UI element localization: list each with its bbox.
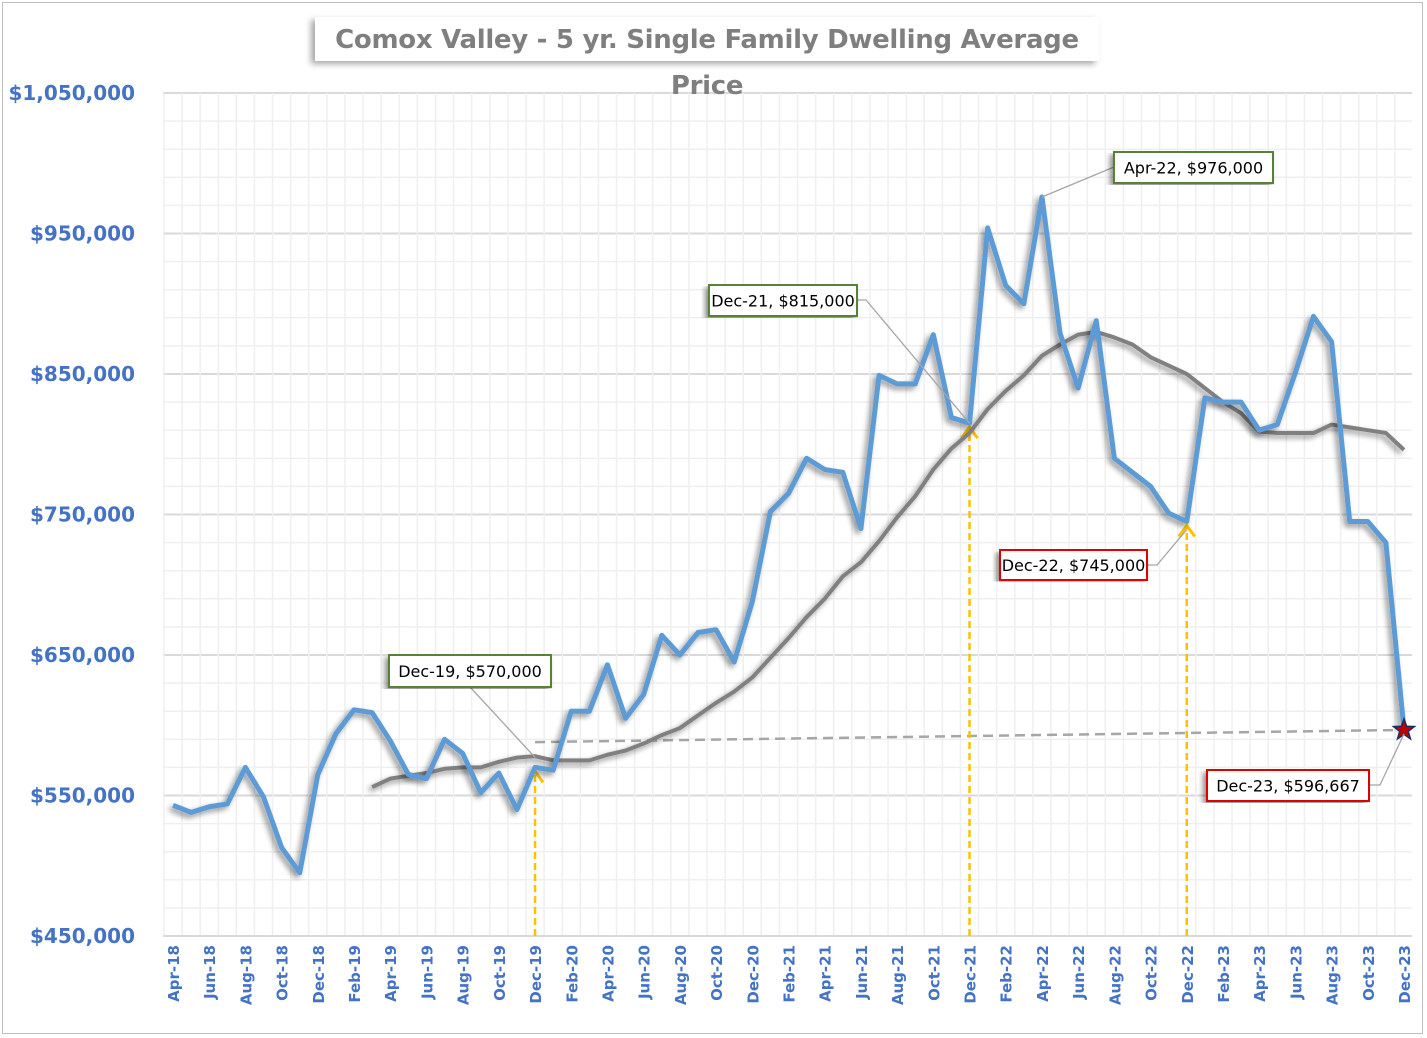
x-tick-label: Dec-20 [744, 945, 762, 1004]
x-tick-label: Apr-19 [382, 945, 400, 1002]
callout-leader-line [1147, 529, 1188, 566]
annotations: Dec-19, $570,000 Dec-21, $815,000 Apr-22, … [388, 151, 1405, 802]
annotation-callout: Apr-22, $976,000 [1041, 151, 1274, 198]
callout-label: Dec-21, $815,000 [711, 292, 855, 311]
y-tick-label: $750,000 [30, 503, 135, 527]
x-tick-label: Apr-23 [1251, 945, 1269, 1002]
x-tick-label: Feb-23 [1215, 945, 1233, 1003]
annotation-callout: Dec-22, $745,000 [999, 529, 1188, 581]
annotation-callout: Dec-21, $815,000 [708, 284, 971, 424]
x-tick-label: Dec-19 [527, 945, 545, 1004]
arrow-head-icon [1177, 522, 1196, 538]
x-tick-label: Apr-22 [1034, 945, 1052, 1002]
callout-leader-line [469, 686, 536, 758]
x-tick-label: Jun-18 [201, 945, 219, 1000]
x-tick-label: Feb-19 [346, 945, 364, 1003]
x-tick-label: Feb-20 [563, 945, 581, 1003]
callout-box [708, 284, 858, 317]
x-tick-label: Dec-22 [1179, 945, 1197, 1004]
x-tick-label: Aug-21 [889, 945, 907, 1005]
x-tick-label: Aug-20 [672, 945, 690, 1005]
x-tick-label: Oct-20 [708, 945, 726, 1001]
y-tick-label: $550,000 [30, 784, 135, 808]
callout-leader-line [857, 299, 971, 424]
callout-box [388, 654, 552, 688]
x-tick-label: Oct-21 [925, 945, 943, 1001]
x-tick-label: Oct-23 [1360, 945, 1378, 1001]
y-axis: $450,000 $550,000 $650,000 $750,000 $850,000… [8, 81, 135, 948]
x-tick-label: Oct-19 [491, 945, 509, 1001]
gridlines [163, 92, 1412, 937]
x-axis: Apr-18 Jun-18 Aug-18 Oct-18 Dec-18 Feb-19 Apr-… [163, 935, 1414, 1005]
x-tick-label: Jun-20 [636, 945, 654, 1000]
annotation-callout: Dec-23, $596,667 [1206, 733, 1405, 802]
chart-title: Comox Valley - 5 yr. Single Family Dwell… [315, 17, 1099, 101]
x-tick-label: Feb-22 [998, 945, 1016, 1003]
callout-label: Dec-23, $596,667 [1216, 777, 1360, 796]
y-tick-label: $1,050,000 [8, 81, 135, 105]
series-lines [172, 194, 1417, 936]
callout-box [999, 549, 1148, 581]
x-tick-label: Apr-21 [817, 945, 835, 1002]
callout-box [1113, 151, 1274, 184]
callout-label: Dec-19, $570,000 [398, 662, 542, 681]
y-tick-label: $850,000 [30, 362, 135, 386]
star-marker-icon [1391, 716, 1417, 741]
y-tick-label: $650,000 [30, 643, 135, 667]
x-tick-label: Apr-20 [599, 945, 617, 1002]
y-tick-label: $450,000 [30, 924, 135, 948]
x-tick-label: Oct-18 [274, 945, 292, 1001]
y-tick-label: $950,000 [30, 222, 135, 246]
x-tick-label: Dec-18 [310, 945, 328, 1004]
x-tick-label: Jun-22 [1070, 945, 1088, 1000]
x-tick-label: Feb-21 [781, 945, 799, 1003]
x-tick-label: Aug-23 [1324, 945, 1342, 1005]
callout-leader-line [1041, 166, 1115, 198]
annotation-callout: Dec-19, $570,000 [388, 654, 552, 758]
x-tick-label: Jun-23 [1287, 945, 1305, 1000]
x-tick-label: Aug-19 [455, 945, 473, 1005]
moving-average-line [371, 329, 1406, 789]
x-tick-label: Apr-18 [165, 945, 183, 1002]
callout-label: Apr-22, $976,000 [1124, 159, 1263, 178]
arrow-head-icon [960, 424, 979, 440]
x-tick-label: Oct-22 [1143, 945, 1161, 1001]
x-tick-label: Jun-19 [418, 945, 436, 1000]
callout-label: Dec-22, $745,000 [1002, 556, 1146, 575]
x-tick-label: Aug-22 [1106, 945, 1124, 1005]
callout-leader-line [1369, 733, 1405, 786]
x-tick-label: Aug-18 [237, 945, 255, 1005]
x-tick-label: Jun-21 [853, 945, 871, 1000]
x-tick-label: Dec-21 [962, 945, 980, 1004]
callout-box [1206, 769, 1370, 802]
x-tick-label: Dec-23 [1396, 945, 1414, 1004]
